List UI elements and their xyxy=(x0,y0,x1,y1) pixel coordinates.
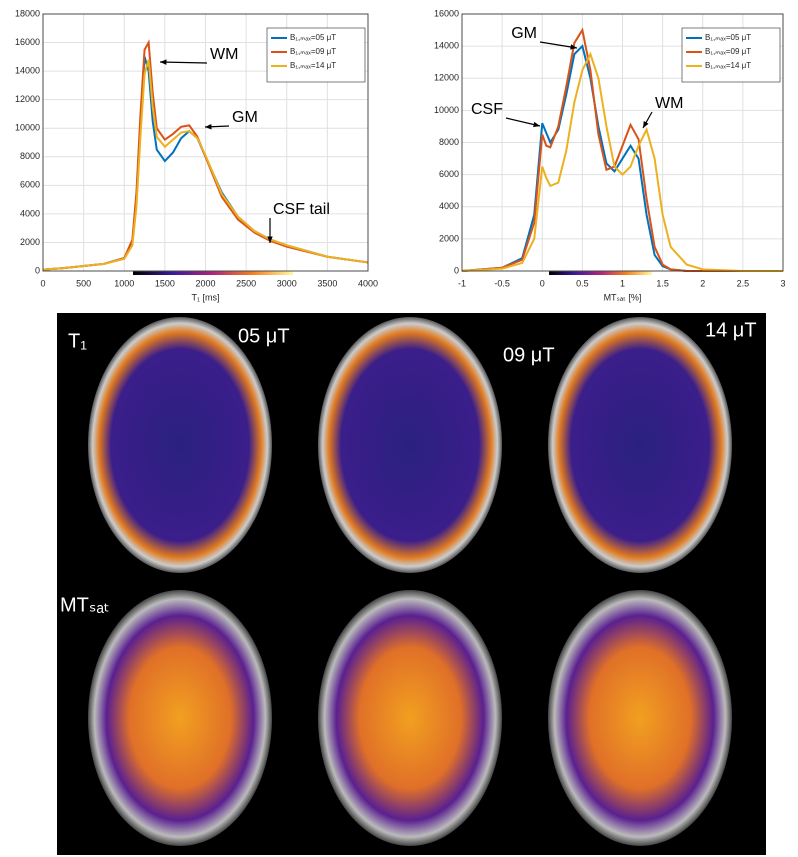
column-label: 14 μT xyxy=(705,319,757,341)
y-tick-label: 2000 xyxy=(439,233,459,243)
y-tick-label: 6000 xyxy=(20,180,40,190)
x-tick-label: 2500 xyxy=(236,278,256,288)
y-tick-label: 10000 xyxy=(434,105,459,115)
arrow-head xyxy=(160,59,167,65)
y-tick-label: 12000 xyxy=(15,94,40,104)
series-line xyxy=(461,27,783,272)
legend-label: B₁,ₘₐₓ=09 μT xyxy=(705,47,751,56)
arrow-head xyxy=(643,121,649,128)
x-tick-label: 2 xyxy=(700,278,705,288)
y-tick-label: 6000 xyxy=(439,169,459,179)
y-tick-label: 8000 xyxy=(20,151,40,161)
annotation-arrow xyxy=(159,61,208,64)
y-tick-label: 0 xyxy=(35,265,40,275)
x-tick-label: 2000 xyxy=(195,278,215,288)
x-tick-label: 3500 xyxy=(317,278,337,288)
y-tick-label: 4000 xyxy=(20,208,40,218)
annotation: GM xyxy=(232,109,258,126)
x-tick-label: 3 xyxy=(780,278,785,288)
series-line xyxy=(42,59,369,271)
legend-box xyxy=(266,27,366,83)
arrow-head xyxy=(205,124,212,130)
x-tick-label: -1 xyxy=(458,278,466,288)
annotation: WM xyxy=(210,46,238,63)
legend-label: B₁,ₘₐₓ=14 μT xyxy=(290,61,336,70)
x-tick-label: 0 xyxy=(40,278,45,288)
x-tick-label: 500 xyxy=(76,278,91,288)
annotation: CSF xyxy=(471,101,503,118)
x-tick-label: 1 xyxy=(620,278,625,288)
y-tick-label: 14000 xyxy=(434,41,459,51)
y-tick-label: 16000 xyxy=(434,8,459,18)
row-label: T₁ xyxy=(68,330,87,352)
annotation: WM xyxy=(655,95,683,112)
x-tick-label: 3000 xyxy=(277,278,297,288)
legend-label: B₁,ₘₐₓ=05 μT xyxy=(705,33,751,42)
series-line xyxy=(461,51,783,272)
arrow-head xyxy=(533,121,540,128)
arrow-head xyxy=(570,44,577,50)
y-tick-label: 10000 xyxy=(15,123,40,133)
y-tick-label: 12000 xyxy=(434,73,459,83)
y-tick-label: 18000 xyxy=(15,8,40,18)
row-label: MTₛₐₜ xyxy=(60,594,110,616)
annotation: GM xyxy=(511,25,537,42)
plot-frame xyxy=(42,13,369,272)
x-tick-label: 1500 xyxy=(155,278,175,288)
x-axis-label: T₁ [ms] xyxy=(191,292,219,302)
plot-frame xyxy=(461,13,784,272)
y-tick-label: 14000 xyxy=(15,65,40,75)
y-tick-label: 2000 xyxy=(20,237,40,247)
legend-label: B₁,ₘₐₓ=14 μT xyxy=(705,61,751,70)
x-tick-label: 4000 xyxy=(358,278,378,288)
y-tick-label: 4000 xyxy=(439,201,459,211)
x-tick-label: 1000 xyxy=(114,278,134,288)
brain-images xyxy=(88,317,732,846)
x-tick-label: 0.5 xyxy=(576,278,589,288)
column-label: 05 μT xyxy=(238,325,290,347)
x-tick-label: 2.5 xyxy=(737,278,750,288)
y-tick-label: 0 xyxy=(454,265,459,275)
arrow-head xyxy=(267,236,273,243)
x-axis-label: MTₛₐₜ [%] xyxy=(604,292,642,302)
legend-label: B₁,ₘₐₓ=05 μT xyxy=(290,33,336,42)
y-tick-label: 8000 xyxy=(439,137,459,147)
column-label: 09 μT xyxy=(503,344,555,366)
annotation: CSF tail xyxy=(273,201,330,218)
x-tick-label: 1.5 xyxy=(656,278,669,288)
legend-label: B₁,ₘₐₓ=09 μT xyxy=(290,47,336,56)
x-tick-label: -0.5 xyxy=(494,278,510,288)
y-tick-label: 16000 xyxy=(15,37,40,47)
x-tick-label: 0 xyxy=(540,278,545,288)
